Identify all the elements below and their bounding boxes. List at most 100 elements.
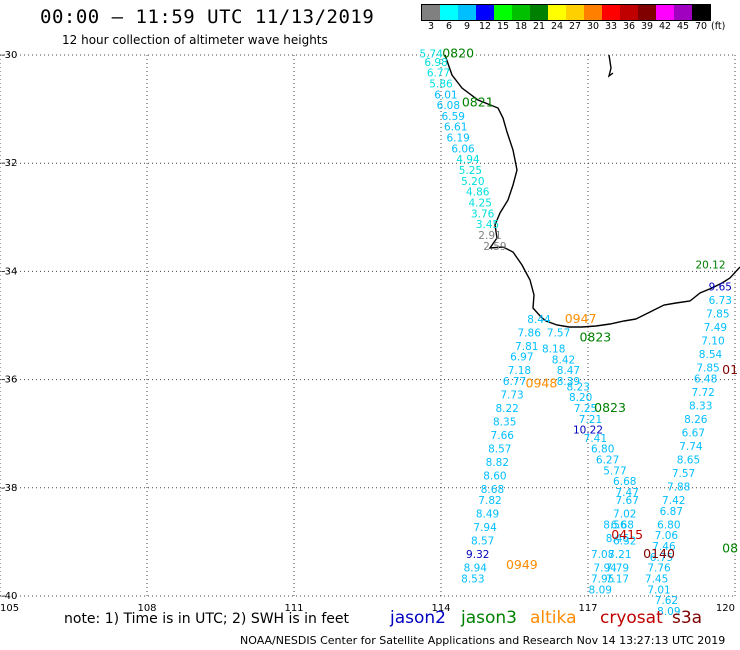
swh-value-label: 7.94 [473,522,497,534]
swh-value-label: 20.12 [695,260,725,272]
legend-swatches [421,4,711,21]
pass-time-label: 0823 [579,330,611,345]
swh-value-label: 8.94 [464,563,488,575]
legend-swatch-label: 12 [478,21,492,32]
swh-value-label: 7.01 [647,584,670,596]
swh-value-label: 7.45 [645,573,668,585]
swh-value-label: 7.10 [701,335,724,347]
swh-value-label: 7.21 [579,414,602,426]
map-title: 00:00 – 11:59 UTC 11/13/2019 [40,6,375,28]
swh-value-label: 8.53 [461,573,484,585]
swh-value-label: 6.61 [444,122,467,134]
lon-tick-label: 108 [137,603,156,614]
legend-swatch-label: 33 [604,21,618,32]
pass-time-label: 0948 [526,376,558,391]
legend-swatch-label: 18 [514,21,528,32]
swh-value-label: 6.32 [613,536,636,548]
legend-swatch [512,5,530,20]
swh-value-label: 5.86 [429,78,453,90]
swh-value-label: 6.75 [650,552,673,564]
credit-line: NOAA/NESDIS Center for Satellite Applica… [240,634,726,647]
swh-value-label: 8.18 [542,344,565,356]
swh-value-label: 4.25 [469,197,492,209]
coastline-shore [444,54,740,328]
swh-value-label: 7.02 [613,509,636,521]
swh-value-label: 7.94 [593,563,617,575]
swh-value-label: 7.18 [508,365,531,377]
swh-value-label: 8.44 [527,314,551,326]
lon-tick-label: 114 [431,603,450,614]
legend-swatch-label: 21 [532,21,546,32]
swh-value-label: 7.46 [652,541,676,553]
swh-value-label: 8.57 [471,536,494,548]
swh-value-label: 7.66 [491,430,515,442]
legend-swatch [692,5,710,20]
legend-swatch-label: 15 [496,21,510,32]
legend-swatch [602,5,620,20]
swh-value-label: 6.80 [657,519,680,531]
swh-value-label: 7.67 [616,495,639,507]
swh-value-label: 8.49 [476,509,499,521]
legend-unit-label: (ft) [711,21,726,32]
lat-tick-label: -30 [1,50,17,61]
swh-value-label: 6.77 [427,68,450,80]
swh-value-label: 5.74 [420,49,444,61]
swh-value-label: 6.73 [709,295,732,307]
swh-value-label: 7.72 [691,387,714,399]
swh-value-label: 7.42 [662,495,685,507]
swh-value-label: 7.73 [500,390,523,402]
lat-tick-label: -36 [1,375,17,386]
swh-value-label: 7.41 [584,433,607,445]
swh-value-label: 6.67 [682,427,705,439]
swh-value-label: 6.68 [613,476,636,488]
legend-swatch-label: 6 [445,21,453,32]
swh-value-label: 6.01 [434,89,457,101]
swh-value-label: 8.33 [689,400,712,412]
swh-value-label: 7.62 [655,595,678,607]
legend-swatch-label: 24 [550,21,564,32]
satellite-legend-item: jason2 [390,608,446,628]
swh-value-label: 7.79 [606,563,629,575]
swh-value-label: 7.47 [616,487,639,499]
swh-value-label: 8.26 [684,414,708,426]
pass-time-label: 0820 [442,46,474,61]
legend-swatch-label: 39 [640,21,654,32]
coastline [444,54,740,328]
swh-value-label: 6.87 [660,506,683,518]
swh-value-label: 3.76 [471,208,495,220]
swh-value-label: 8.56 [603,519,627,531]
satellite-legend-item: cryosat [600,608,663,628]
legend-swatch-label: 45 [676,21,690,32]
legend-swatch [638,5,656,20]
satellite-legend-item: s3a [672,608,703,628]
footer-note: note: 1) Time is in UTC; 2) SWH is in fe… [64,611,350,627]
legend-swatch-label: 36 [622,21,636,32]
swh-value-label: 8.47 [557,365,580,377]
swh-value-label: 6.68 [611,519,634,531]
swh-value-label: 8.42 [552,354,575,366]
legend-swatch [620,5,638,20]
lon-tick-label: 105 [0,603,19,614]
swh-value-label: 8.09 [657,606,680,618]
swh-value-label: 8.57 [488,444,511,456]
swh-value-label: 4.94 [456,154,480,166]
swh-value-label: 7.25 [574,403,597,415]
swh-value-label: 8.68 [481,484,504,496]
legend-swatch-label: 3 [427,21,435,32]
swh-value-label: 7.06 [655,530,679,542]
legend-swatch-label: 9 [463,21,471,32]
pass-time-label: 0947 [565,311,597,326]
swh-value-label: 2.59 [483,241,506,253]
lat-tick-label: -38 [1,483,17,494]
legend-swatch [476,5,494,20]
swh-value-label: 6.97 [510,352,533,364]
lat-tick-label: -40 [1,591,17,602]
swh-value-label: 7.21 [608,549,631,561]
swh-value-label: 9.32 [466,549,489,561]
legend-swatch [566,5,584,20]
swh-value-label: 8.65 [677,454,700,466]
swh-value-label: 8.39 [557,376,580,388]
legend-swatch-label: 30 [586,21,600,32]
